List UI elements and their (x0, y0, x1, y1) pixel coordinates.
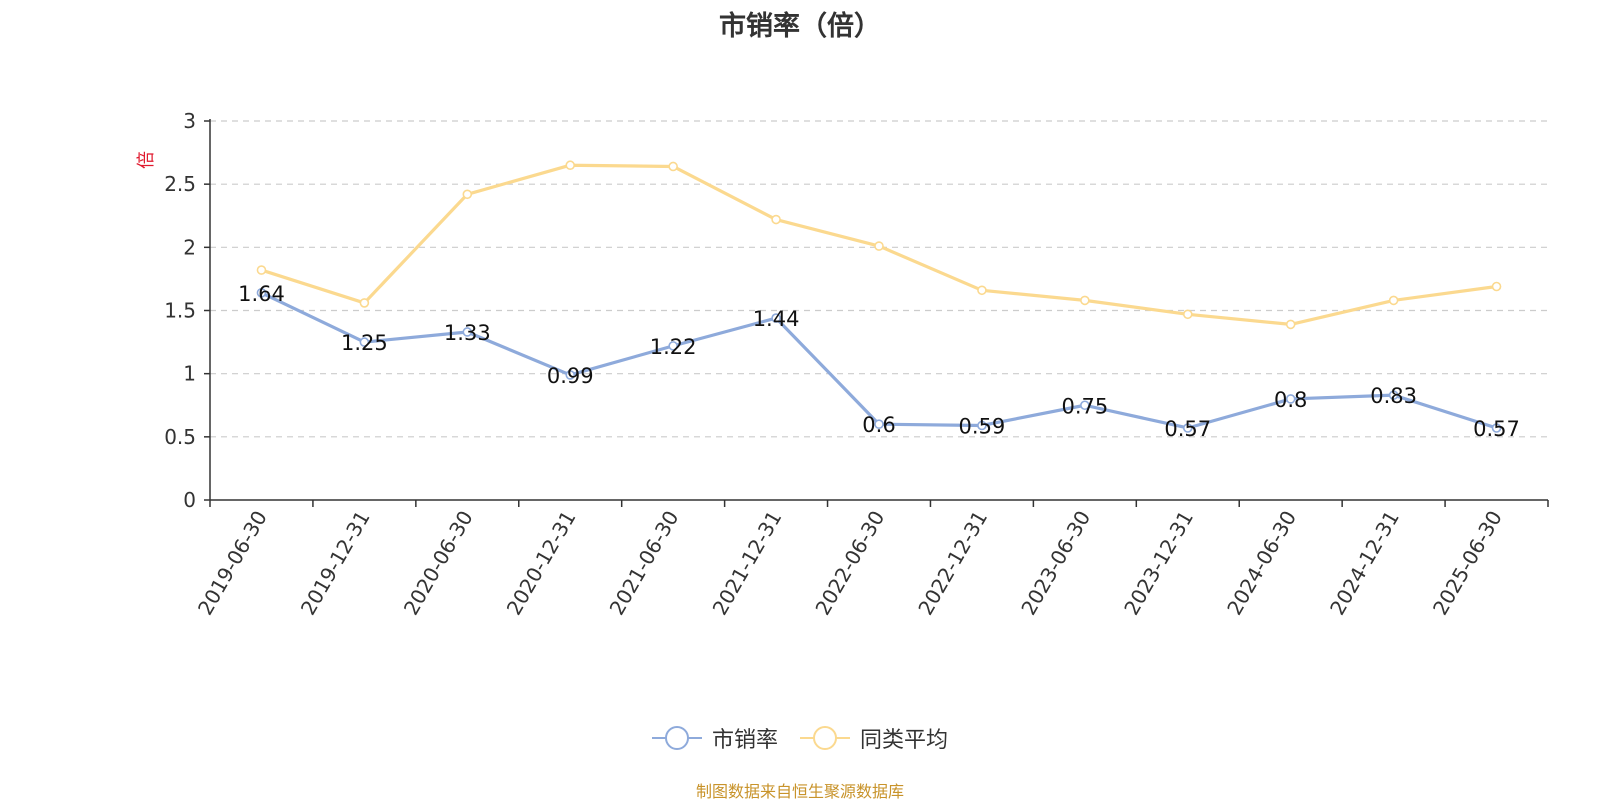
legend-label-1: 同类平均 (860, 728, 949, 753)
data-label-0-6: 0.6 (862, 413, 895, 437)
y-axis-label: 倍 (136, 151, 157, 169)
data-label-0-10: 0.8 (1274, 388, 1307, 412)
x-tick-label-7: 2022-12-31 (913, 507, 992, 620)
legend-item-1[interactable]: 同类平均 (800, 722, 948, 754)
legend: 市销率 同类平均 (0, 722, 1600, 754)
series-1-point-8 (1080, 295, 1090, 306)
series-1-point-0 (256, 265, 267, 275)
series-1-point-2 (462, 189, 473, 200)
series-0-point-12 (1491, 423, 1502, 433)
y-tick-label-5: 2.5 (164, 172, 196, 196)
series-line-0 (260, 291, 1498, 430)
data-label-0-0: 1.64 (238, 282, 285, 306)
series-1-point-12 (1491, 281, 1502, 292)
x-tick-label-6: 2022-06-30 (810, 507, 889, 620)
y-tick-label-0: 0 (183, 488, 196, 512)
x-tick-label-9: 2023-12-31 (1119, 507, 1198, 620)
series-1-point-1 (359, 298, 370, 308)
x-tick-label-3: 2020-12-31 (502, 507, 581, 620)
data-label-0-8: 0.75 (1061, 394, 1108, 418)
series-0-point-1 (359, 337, 370, 347)
data-label-0-7: 0.59 (959, 414, 1006, 438)
series-0-point-4 (668, 341, 678, 351)
chart-title: 市销率（倍） (719, 11, 881, 42)
data-label-0-12: 0.57 (1473, 417, 1520, 441)
data-label-0-4: 1.22 (650, 335, 697, 359)
x-tick-label-10: 2024-06-30 (1222, 507, 1301, 620)
series-1-point-6 (874, 241, 884, 251)
series-0-point-5 (771, 313, 781, 323)
data-label-0-11: 0.83 (1370, 384, 1417, 408)
legend-item-0[interactable]: 市销率 (651, 722, 778, 754)
series-0-point-7 (977, 420, 987, 431)
series-1-point-7 (977, 285, 987, 296)
x-tick-label-8: 2023-06-30 (1016, 507, 1095, 620)
y-tick-label-2: 1 (183, 362, 196, 386)
x-tick-label-4: 2021-06-30 (605, 507, 684, 620)
data-label-0-9: 0.57 (1164, 417, 1211, 441)
legend-label-0: 市销率 (711, 728, 778, 753)
legend-marker-0-icon (651, 726, 702, 750)
source-note: 制图数据来自恒生聚源数据库 (695, 782, 904, 801)
legend-marker-1-icon (800, 726, 850, 750)
series-0-point-0 (256, 288, 267, 298)
series-0-point-9 (1182, 423, 1193, 433)
series-0-point-3 (565, 370, 576, 380)
x-tick-label-11: 2024-12-31 (1325, 507, 1404, 620)
series-1-point-9 (1182, 309, 1193, 320)
series-0-point-8 (1080, 400, 1090, 411)
x-tick-label-2: 2020-06-30 (399, 507, 478, 620)
series-0-point-6 (874, 419, 884, 430)
series-1-point-3 (565, 160, 576, 171)
series-1-point-10 (1285, 319, 1296, 330)
x-tick-label-0: 2019-06-30 (193, 507, 272, 620)
series-1-point-4 (668, 161, 678, 172)
series-0-point-2 (462, 327, 473, 337)
data-label-0-3: 0.99 (547, 364, 594, 388)
x-tick-label-12: 2025-06-30 (1428, 507, 1507, 620)
y-tick-label-3: 1.5 (164, 299, 196, 323)
y-tick-label-4: 2 (183, 235, 196, 259)
series-0-point-10 (1285, 394, 1296, 404)
y-tick-label-1: 0.5 (164, 425, 196, 449)
series-1-point-11 (1388, 295, 1399, 306)
x-tick-label-5: 2021-12-31 (708, 507, 787, 620)
data-label-0-1: 1.25 (341, 331, 388, 355)
x-tick-label-1: 2019-12-31 (296, 507, 375, 620)
y-tick-label-6: 3 (183, 109, 196, 133)
series-0-point-11 (1388, 390, 1399, 400)
series-1-point-5 (771, 214, 781, 225)
data-label-0-2: 1.33 (444, 321, 491, 345)
data-label-0-5: 1.44 (753, 307, 800, 331)
